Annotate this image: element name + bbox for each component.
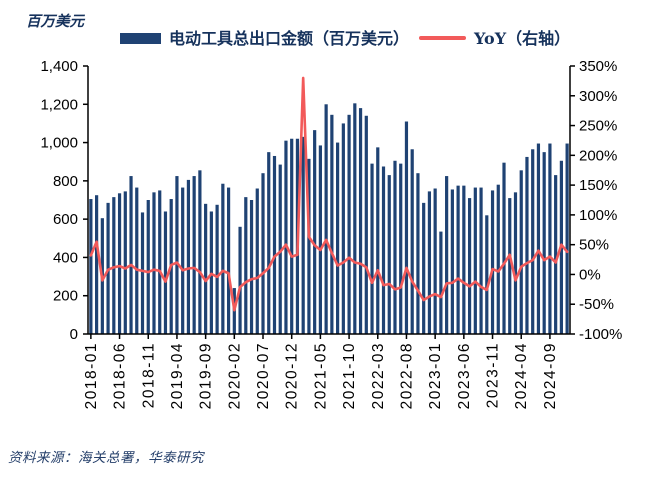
svg-text:150%: 150%	[579, 177, 617, 194]
legend-item-bars: 电动工具总出口金额（百万美元）	[120, 25, 409, 49]
svg-text:2022-08: 2022-08	[398, 342, 415, 409]
svg-text:-50%: -50%	[579, 296, 614, 313]
svg-text:400: 400	[53, 249, 78, 266]
axes	[87, 66, 571, 335]
left-axis-unit-label: 百万美元	[26, 13, 84, 30]
right-axis-ticks: -100% -50% 0% 50% 100% 150% 200% 250% 300% 350%	[570, 58, 622, 343]
svg-text:0: 0	[70, 326, 78, 343]
svg-text:2021-05: 2021-05	[312, 342, 329, 409]
bars-series	[89, 103, 569, 335]
svg-text:250%: 250%	[579, 118, 617, 135]
svg-text:0%: 0%	[579, 266, 601, 283]
svg-text:600: 600	[53, 211, 78, 228]
svg-text:2022-03: 2022-03	[370, 342, 387, 409]
bar-series-swatch-icon	[120, 32, 161, 44]
svg-text:100%: 100%	[579, 207, 617, 224]
svg-text:200%: 200%	[579, 147, 617, 164]
svg-text:1,000: 1,000	[40, 135, 78, 152]
svg-text:2023-11: 2023-11	[485, 342, 502, 408]
svg-text:2024-04: 2024-04	[513, 342, 530, 409]
svg-text:2019-04: 2019-04	[169, 342, 186, 409]
left-axis-ticks: 0 200 400 600 800 1,000 1,200 1,400	[40, 58, 88, 343]
yoy-line	[89, 76, 569, 312]
svg-text:800: 800	[53, 173, 78, 190]
yoy-series-label: YoY（右轴）	[474, 29, 571, 48]
svg-text:2018-06: 2018-06	[112, 342, 129, 409]
source-note: 资料来源：海关总署，华泰研究	[8, 450, 204, 466]
svg-text:1,200: 1,200	[40, 96, 78, 113]
svg-text:2018-11: 2018-11	[140, 342, 157, 408]
svg-text:2018-01: 2018-01	[83, 342, 100, 409]
bar-series-label: 电动工具总出口金额（百万美元）	[169, 29, 410, 48]
legend-item-yoy: YoY（右轴）	[419, 25, 570, 49]
chart-legend: 电动工具总出口金额（百万美元） YoY（右轴）	[120, 26, 570, 48]
svg-text:2020-12: 2020-12	[284, 342, 301, 409]
svg-text:2020-02: 2020-02	[226, 342, 243, 409]
svg-text:350%: 350%	[579, 58, 617, 75]
svg-text:-100%: -100%	[579, 326, 622, 343]
svg-text:2023-01: 2023-01	[427, 342, 444, 409]
svg-text:2024-09: 2024-09	[542, 342, 559, 409]
svg-text:300%: 300%	[579, 88, 617, 105]
svg-text:2020-07: 2020-07	[255, 342, 272, 409]
x-axis-ticks: 2018-01 2018-06 2018-11 2019-04 2019-09 2020-…	[83, 334, 559, 409]
svg-text:2019-09: 2019-09	[198, 342, 215, 409]
svg-text:200: 200	[53, 288, 78, 305]
svg-text:2021-10: 2021-10	[341, 342, 358, 409]
svg-text:2023-06: 2023-06	[456, 342, 473, 409]
line-series-swatch-icon	[419, 36, 467, 40]
svg-text:50%: 50%	[579, 237, 609, 254]
svg-text:1,400: 1,400	[40, 58, 78, 75]
